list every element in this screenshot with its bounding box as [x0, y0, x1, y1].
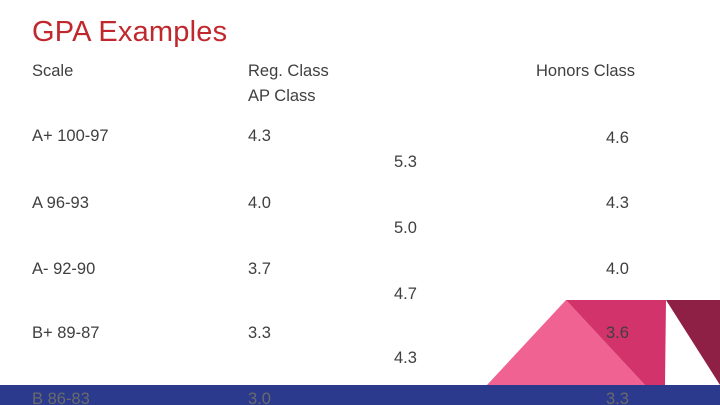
row-honors-gpa: 3.6	[606, 324, 629, 342]
row-scale: A 96-93	[32, 194, 89, 212]
triangle-light-shape	[487, 300, 645, 385]
row-honors-gpa: 4.6	[606, 129, 629, 147]
row-regular-gpa: 4.3	[248, 127, 271, 145]
row-ap-gpa: 4.7	[394, 285, 417, 303]
triangle-mid-shape	[566, 300, 666, 385]
row-ap-gpa: 5.0	[394, 219, 417, 237]
row-scale: A- 92-90	[32, 260, 96, 278]
header-scale: Scale	[32, 62, 74, 80]
row-regular-gpa: 3.0	[248, 390, 271, 405]
header-ap-class: AP Class	[248, 87, 316, 105]
triangle-dark-shape	[666, 300, 720, 385]
row-ap-gpa: 4.3	[394, 349, 417, 367]
row-regular-gpa: 3.3	[248, 324, 271, 342]
footer-bar	[0, 385, 720, 405]
row-honors-gpa: 3.3	[606, 390, 629, 405]
row-scale: A+ 100-97	[32, 127, 109, 145]
header-regular-class: Reg. Class	[248, 62, 329, 80]
row-scale: B 86-83	[32, 390, 90, 405]
row-ap-gpa: 5.3	[394, 153, 417, 171]
header-honors-class: Honors Class	[536, 62, 636, 80]
row-honors-gpa: 4.0	[606, 260, 629, 278]
row-honors-gpa: 4.3	[606, 194, 629, 212]
row-regular-gpa: 3.7	[248, 260, 271, 278]
row-scale: B+ 89-87	[32, 324, 100, 342]
row-regular-gpa: 4.0	[248, 194, 271, 212]
slide-title: GPA Examples	[32, 16, 228, 48]
